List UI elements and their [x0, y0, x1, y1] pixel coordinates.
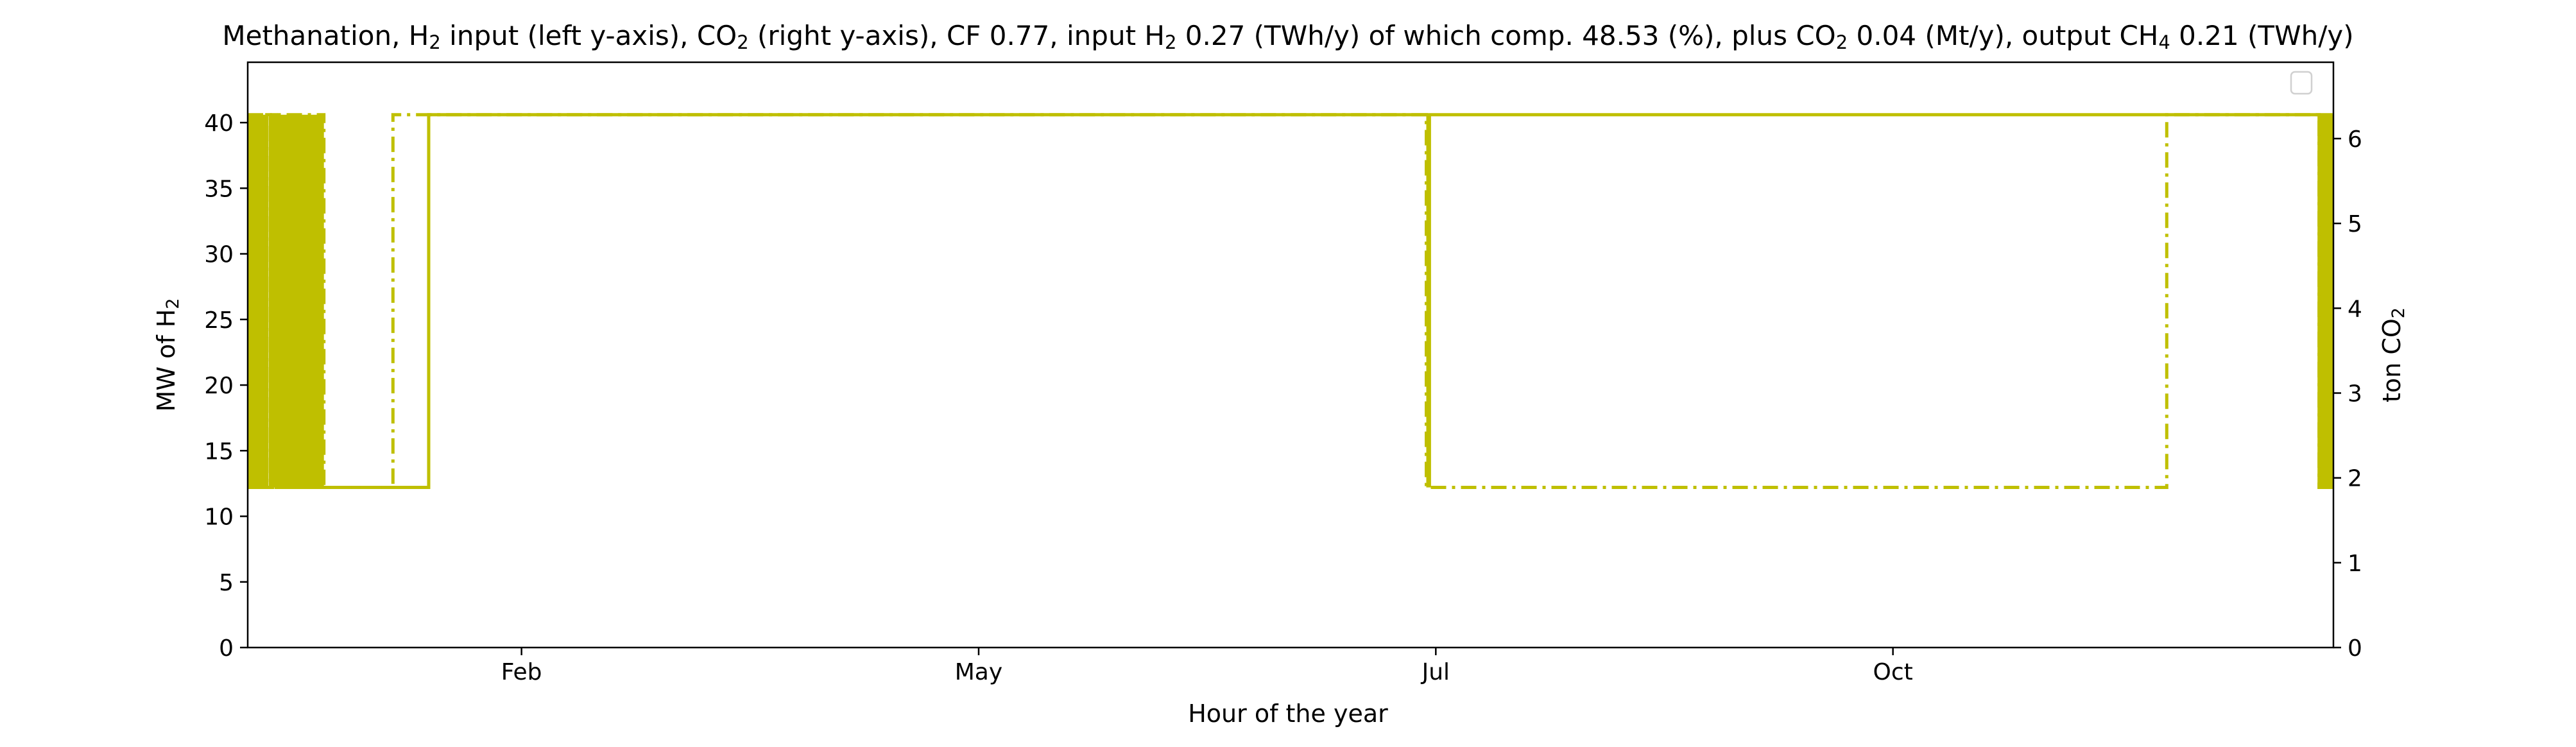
y-right-tick-label: 1	[2348, 551, 2362, 577]
y-left-tick-label: 40	[204, 110, 234, 137]
y-left-tick-label: 0	[219, 635, 234, 662]
y-left-tick-label: 35	[204, 176, 234, 202]
y-right-tick-label: 4	[2348, 296, 2362, 322]
x-tick-label: May	[955, 659, 1002, 685]
y-left-tick-label: 5	[219, 570, 234, 596]
series-0-dense-band	[248, 114, 267, 488]
x-tick-label: Oct	[1873, 659, 1913, 685]
series-layer	[248, 113, 2333, 489]
legend-box	[2290, 71, 2313, 95]
series-0-dense-band	[271, 114, 324, 488]
x-tick-label: Jul	[1421, 659, 1450, 685]
y-right-tick-label: 0	[2348, 635, 2362, 662]
y-right-tick-label: 5	[2348, 211, 2362, 237]
y-left-tick-label: 10	[204, 504, 234, 531]
x-tick-label: Feb	[501, 659, 542, 685]
y-axis-label-right: ton CO2	[2378, 307, 2409, 402]
y-left-tick-label: 25	[204, 307, 234, 334]
y-axis-label-left: MW of H2	[152, 298, 183, 412]
series-0-dense-band	[1426, 114, 1431, 488]
series-1-line	[248, 113, 2333, 489]
x-axis-label: Hour of the year	[1188, 700, 1388, 728]
y-right-tick-label: 3	[2348, 381, 2362, 407]
y-right-tick-label: 2	[2348, 466, 2362, 492]
y-left-tick-label: 15	[204, 438, 234, 465]
legend-frame	[2290, 71, 2313, 95]
y-right-tick-label: 6	[2348, 126, 2362, 153]
ticks-layer: Feb May Jul Oct 0 5 10 15 20 25 30 35 40 0 1 2 3 4 5 6	[204, 110, 2362, 685]
y-left-tick-label: 30	[204, 242, 234, 268]
plot-frame	[246, 61, 2335, 649]
chart-title: Methanation, H2 input (left y-axis), CO2…	[222, 20, 2353, 53]
y-left-tick-label: 20	[204, 373, 234, 399]
